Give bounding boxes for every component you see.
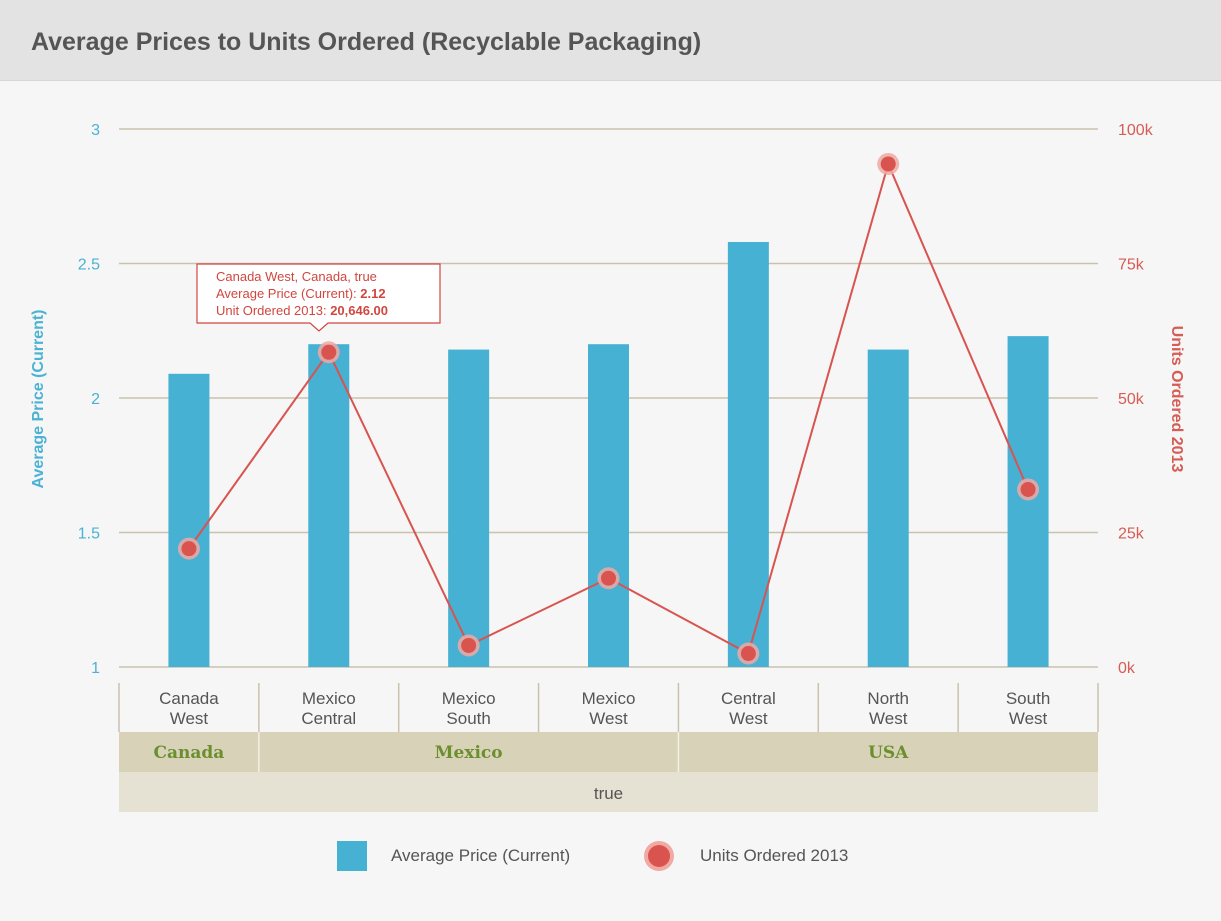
line-series xyxy=(177,152,1040,665)
category-label-line: Central xyxy=(721,689,776,708)
point-marker xyxy=(601,570,616,586)
line-point xyxy=(457,634,480,657)
bar xyxy=(1007,336,1049,667)
right-tick-label: 0k xyxy=(1118,660,1136,677)
tooltip-box xyxy=(196,263,441,332)
tooltip-label: Average Price (Current): xyxy=(216,286,360,301)
tooltip-line-2: Average Price (Current): 2.12 xyxy=(216,286,386,301)
tooltip-label: Unit Ordered 2013: xyxy=(216,303,330,318)
category-label-line: Mexico xyxy=(302,689,356,708)
category-label-line: West xyxy=(170,709,209,728)
outer-group-label: true xyxy=(594,784,623,803)
left-tick-label: 1.5 xyxy=(78,526,100,543)
category-label-line: South xyxy=(446,709,490,728)
legend-bar-label: Average Price (Current) xyxy=(391,846,570,865)
tooltip-value: 20,646.00 xyxy=(330,303,388,318)
category-label: North West xyxy=(867,689,909,728)
right-tick-label: 50k xyxy=(1118,391,1145,408)
category-label-line: Mexico xyxy=(582,689,636,708)
group-label: Canada xyxy=(154,743,225,763)
tooltip-line-1: Canada West, Canada, true xyxy=(216,269,377,284)
left-tick-label: 3 xyxy=(91,122,100,139)
tooltip-line-3: Unit Ordered 2013: 20,646.00 xyxy=(216,303,388,318)
left-tick-label: 2.5 xyxy=(78,257,100,274)
left-tick-label: 2 xyxy=(91,391,100,408)
bar xyxy=(727,241,769,668)
left-tick-label: 1 xyxy=(91,660,100,677)
line-point xyxy=(877,152,900,175)
group-label: USA xyxy=(868,743,909,763)
point-marker xyxy=(740,646,756,662)
point-marker xyxy=(880,156,896,172)
bar xyxy=(308,344,350,667)
point-marker xyxy=(1020,481,1036,497)
legend-line-label: Units Ordered 2013 xyxy=(700,846,848,865)
category-label: South West xyxy=(1006,689,1050,728)
line-point xyxy=(177,537,200,560)
right-tick-label: 25k xyxy=(1118,526,1145,543)
bar xyxy=(448,349,490,667)
category-label-line: West xyxy=(1009,709,1048,728)
category-label: Canada West xyxy=(159,689,219,728)
group-label: Mexico xyxy=(435,743,503,763)
category-label-line: Canada xyxy=(159,689,219,708)
category-label-line: Central xyxy=(301,709,356,728)
category-label: Central West xyxy=(721,689,776,728)
category-label-line: North xyxy=(867,689,909,708)
category-label-line: West xyxy=(869,709,908,728)
point-marker xyxy=(461,637,477,653)
chart-header: Average Prices to Units Ordered (Recycla… xyxy=(0,0,1221,81)
tooltip-value: 2.12 xyxy=(360,286,385,301)
bar xyxy=(588,344,629,667)
legend: Average Price (Current) Units Ordered 201… xyxy=(337,841,848,871)
right-tick-label: 75k xyxy=(1118,257,1145,274)
category-label: Mexico Central xyxy=(301,689,356,728)
bar xyxy=(867,349,909,667)
line-point xyxy=(597,567,620,590)
category-label: Mexico South xyxy=(442,689,496,728)
chart-title: Average Prices to Units Ordered (Recycla… xyxy=(31,28,702,56)
legend-line-swatch xyxy=(648,845,670,867)
outer-band xyxy=(119,772,1098,812)
category-label: Mexico West xyxy=(582,689,636,728)
category-label-line: South xyxy=(1006,689,1050,708)
left-axis-ticks: 1 1.5 2 2.5 3 xyxy=(78,122,100,677)
right-tick-label: 100k xyxy=(1118,122,1154,139)
category-label-line: West xyxy=(729,709,768,728)
line-point xyxy=(317,341,340,364)
bar xyxy=(168,373,210,667)
right-axis-ticks: 0k 25k 50k 75k 100k xyxy=(1118,122,1154,677)
category-label-line: Mexico xyxy=(442,689,496,708)
bar-series xyxy=(168,241,1049,668)
point-marker xyxy=(181,541,197,557)
category-label-line: West xyxy=(589,709,628,728)
right-axis-title: Units Ordered 2013 xyxy=(1168,326,1185,473)
point-marker xyxy=(321,344,337,360)
line-point xyxy=(1017,478,1040,501)
line-point xyxy=(737,642,760,665)
left-axis-title: Average Price (Current) xyxy=(30,309,47,488)
tooltip: Canada West, Canada, true Average Price (… xyxy=(196,263,441,332)
group-band xyxy=(119,732,1098,772)
legend-bar-swatch xyxy=(337,841,367,871)
